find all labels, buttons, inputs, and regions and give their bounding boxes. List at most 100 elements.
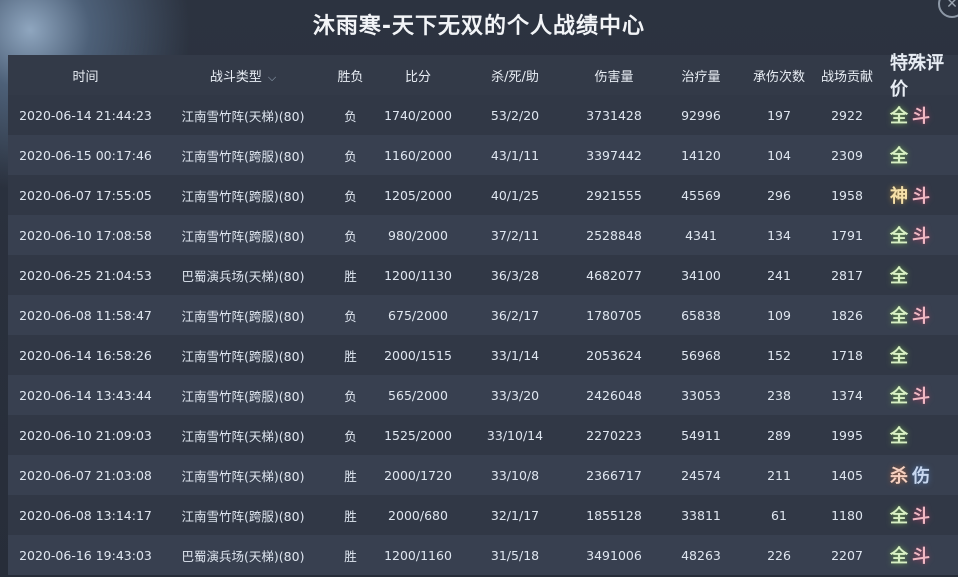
cell-kda: 40/1/25 <box>490 187 540 203</box>
cell-hits-taken: 134 <box>767 227 791 243</box>
table-row[interactable]: 2020-06-10 17:08:58 江南雪竹阵(跨服)(80) 负 980/200… <box>8 215 958 255</box>
chevron-down-icon[interactable]: ⌵ <box>267 70 277 84</box>
header-label: 战场贡献 <box>820 69 873 85</box>
cell-hits-taken: 289 <box>767 427 791 443</box>
rating-badge-icon: 全 <box>890 266 908 287</box>
table-row[interactable]: 2020-06-08 11:58:47 江南雪竹阵(跨服)(80) 负 675/200… <box>8 295 958 335</box>
cell-battle-type: 江南雪竹阵(跨服)(80) <box>181 228 305 244</box>
rating-badge-icon: 全 <box>890 146 908 167</box>
table-row[interactable]: 2020-06-14 16:58:26 江南雪竹阵(跨服)(80) 胜 2000/15… <box>8 335 958 375</box>
cell-result: 负 <box>344 148 357 164</box>
cell-time: 2020-06-10 21:09:03 <box>19 427 152 443</box>
cell-damage: 3731428 <box>586 107 642 123</box>
table-row[interactable]: 2020-06-25 21:04:53 巴蜀演兵场(天梯)(80) 胜 1200/11… <box>8 255 958 295</box>
rating-badge-icon: 斗 <box>912 106 930 127</box>
header-label: 承伤次数 <box>752 69 805 85</box>
cell-healing: 56968 <box>681 347 721 363</box>
cell-score: 2000/1515 <box>384 347 452 363</box>
table-row[interactable]: 2020-06-08 13:14:17 江南雪竹阵(跨服)(80) 胜 2000/68… <box>8 495 958 535</box>
rating-badge-icon: 全 <box>890 426 908 447</box>
cell-hits-taken: 238 <box>767 387 791 403</box>
cell-time: 2020-06-07 21:03:08 <box>19 467 152 483</box>
header-hits-taken: 承伤次数 <box>746 66 812 85</box>
cell-time: 2020-06-08 11:58:47 <box>19 307 152 323</box>
cell-hits-taken: 197 <box>767 107 791 123</box>
cell-score: 2000/1720 <box>384 467 452 483</box>
cell-contribution: 1995 <box>831 427 863 443</box>
cell-contribution: 2922 <box>831 107 863 123</box>
header-damage: 伤害量 <box>572 66 656 85</box>
rating-badge-icon: 斗 <box>912 386 930 407</box>
cell-time: 2020-06-14 21:44:23 <box>19 107 152 123</box>
cell-battle-type: 江南雪竹阵(跨服)(80) <box>181 348 305 364</box>
cell-result: 负 <box>344 428 357 444</box>
cell-damage: 2528848 <box>586 227 642 243</box>
cell-kda: 37/2/11 <box>490 227 540 243</box>
cell-battle-type: 江南雪竹阵(跨服)(80) <box>181 148 305 164</box>
cell-score: 1525/2000 <box>384 427 452 443</box>
cell-healing: 33053 <box>681 387 721 403</box>
cell-contribution: 1374 <box>831 387 863 403</box>
cell-special-rating: 全斗 <box>882 102 958 128</box>
cell-time: 2020-06-15 00:17:46 <box>19 147 152 163</box>
rating-badge-icon: 全 <box>890 546 908 567</box>
rating-badge-icon: 斗 <box>912 226 930 247</box>
cell-time: 2020-06-07 17:55:05 <box>19 187 152 203</box>
header-healing: 治疗量 <box>656 66 746 85</box>
header-contribution: 战场贡献 <box>812 66 882 85</box>
cell-healing: 34100 <box>681 267 721 283</box>
table-row[interactable]: 2020-06-07 17:55:05 江南雪竹阵(跨服)(80) 负 1205/20… <box>8 175 958 215</box>
cell-healing: 92996 <box>681 107 721 123</box>
cell-result: 胜 <box>344 508 357 524</box>
cell-contribution: 1826 <box>831 307 863 323</box>
cell-time: 2020-06-14 16:58:26 <box>19 347 152 363</box>
table-row[interactable]: 2020-06-16 19:43:03 巴蜀演兵场(天梯)(80) 胜 1200/11… <box>8 535 958 575</box>
table-row[interactable]: 2020-06-15 00:17:46 江南雪竹阵(跨服)(80) 负 1160/20… <box>8 135 958 175</box>
cell-damage: 1855128 <box>586 507 642 523</box>
cell-time: 2020-06-16 19:43:03 <box>19 547 152 563</box>
cell-hits-taken: 152 <box>767 347 791 363</box>
table-row[interactable]: 2020-06-14 21:44:23 江南雪竹阵(天梯)(80) 负 1740/20… <box>8 95 958 135</box>
cell-hits-taken: 104 <box>767 147 791 163</box>
cell-healing: 24574 <box>681 467 721 483</box>
header-label: 胜负 <box>337 69 364 85</box>
cell-special-rating: 全斗 <box>882 542 958 568</box>
rating-badge-icon: 全 <box>890 226 908 247</box>
header-time: 时间 <box>8 66 163 85</box>
header-label: 伤害量 <box>594 69 634 85</box>
cell-battle-type: 巴蜀演兵场(天梯)(80) <box>181 548 305 564</box>
cell-battle-type: 江南雪竹阵(天梯)(80) <box>181 108 305 124</box>
cell-contribution: 1180 <box>831 507 863 523</box>
cell-healing: 4341 <box>685 227 717 243</box>
table-row[interactable]: 2020-06-07 21:03:08 江南雪竹阵(天梯)(80) 胜 2000/17… <box>8 455 958 495</box>
cell-hits-taken: 61 <box>771 507 787 523</box>
cell-result: 胜 <box>344 268 357 284</box>
cell-time: 2020-06-25 21:04:53 <box>19 267 152 283</box>
cell-healing: 54911 <box>681 427 721 443</box>
header-label: 治疗量 <box>681 69 721 85</box>
cell-battle-type: 江南雪竹阵(跨服)(80) <box>181 508 305 524</box>
cell-hits-taken: 109 <box>767 307 791 323</box>
table-row[interactable]: 2020-06-14 13:43:44 江南雪竹阵(跨服)(80) 负 565/200… <box>8 375 958 415</box>
cell-kda: 33/10/8 <box>490 467 540 483</box>
cell-healing: 65838 <box>681 307 721 323</box>
cell-result: 负 <box>344 108 357 124</box>
cell-score: 1200/1130 <box>384 267 452 283</box>
cell-damage: 2921555 <box>586 187 642 203</box>
rating-badge-icon: 斗 <box>912 546 930 567</box>
cell-time: 2020-06-14 13:43:44 <box>19 387 152 403</box>
cell-score: 2000/680 <box>388 507 448 523</box>
header-battle-type[interactable]: 战斗类型 ⌵ <box>163 66 323 85</box>
cell-contribution: 1791 <box>831 227 863 243</box>
table-row[interactable]: 2020-06-10 21:09:03 江南雪竹阵(天梯)(80) 负 1525/20… <box>8 415 958 455</box>
close-icon[interactable]: ✕ <box>938 0 958 18</box>
header-result: 胜负 <box>323 66 378 85</box>
cell-result: 负 <box>344 388 357 404</box>
cell-special-rating: 全斗 <box>882 502 958 528</box>
cell-special-rating: 全斗 <box>882 382 958 408</box>
cell-kda: 31/5/18 <box>490 547 540 563</box>
cell-result: 胜 <box>344 348 357 364</box>
cell-battle-type: 江南雪竹阵(跨服)(80) <box>181 388 305 404</box>
rating-badge-icon: 全 <box>890 306 908 327</box>
header-label: 杀/死/助 <box>491 69 539 85</box>
